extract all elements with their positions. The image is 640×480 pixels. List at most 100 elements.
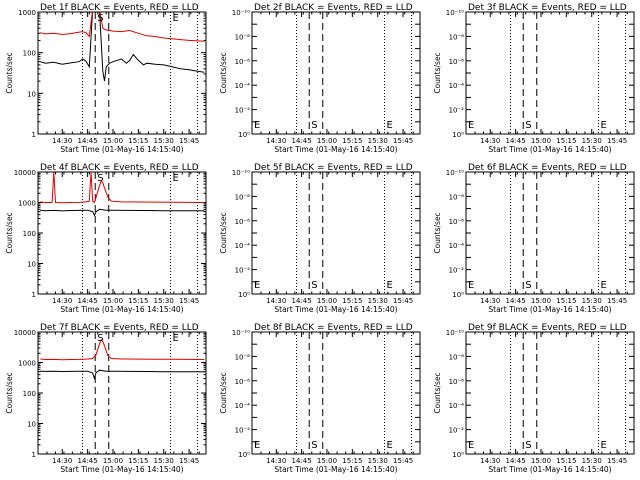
x-tick-label: 15:30 <box>154 457 174 465</box>
x-tick-label: 15:45 <box>393 297 413 305</box>
x-tick-label: 15:00 <box>103 297 123 305</box>
x-tick-label: 14:45 <box>78 297 98 305</box>
plot-frame <box>251 331 421 455</box>
x-tick-label: 14:45 <box>78 457 98 465</box>
x-tick-label: 14:45 <box>506 137 526 145</box>
start-marker-label: S <box>311 120 317 131</box>
y-tick-label: 10⁻⁸ <box>449 353 465 361</box>
y-tick-label: 1 <box>32 451 36 459</box>
x-tick-label: 15:45 <box>179 297 199 305</box>
plot-frame <box>465 171 635 295</box>
y-tick-label: 10⁻⁶ <box>235 58 251 66</box>
x-tick-label: 14:45 <box>292 457 312 465</box>
x-axis-label: Start Time (01-May-16 14:15:40) <box>488 145 611 154</box>
y-tick-label: 10⁰ <box>238 131 250 139</box>
end-marker-label: E <box>254 120 260 131</box>
x-tick-label: 14:45 <box>292 297 312 305</box>
y-tick-label: 10⁻² <box>449 107 465 115</box>
x-tick-label: 15:45 <box>393 457 413 465</box>
series-group <box>40 339 205 381</box>
x-tick-label: 15:15 <box>342 457 362 465</box>
y-tick-label: 10⁻⁸ <box>235 193 251 201</box>
start-marker-label: S <box>97 13 103 24</box>
panel-det-7f: Det 7f BLACK = Events, RED = LLD 1 10 100 10… <box>5 323 207 474</box>
x-tick-label: 15:15 <box>556 457 576 465</box>
x-tick-label: 14:45 <box>292 137 312 145</box>
x-tick-label: 15:00 <box>531 297 551 305</box>
x-axis-label: Start Time (01-May-16 14:15:40) <box>60 145 183 154</box>
series-group <box>40 172 205 217</box>
x-tick-label: 15:00 <box>103 457 123 465</box>
x-axis-label: Start Time (01-May-16 14:15:40) <box>60 305 183 314</box>
start-marker-label: S <box>525 280 531 291</box>
y-axis-label: Counts/sec <box>219 372 228 413</box>
x-tick-label: 14:45 <box>78 137 98 145</box>
lld-series-line <box>40 339 205 361</box>
panel-title: Det 9f BLACK = Events, RED = LLD <box>468 323 627 333</box>
x-axis-label: Start Time (01-May-16 14:15:40) <box>274 305 397 314</box>
x-tick-label: 15:30 <box>582 457 602 465</box>
panel-title: Det 2f BLACK = Events, RED = LLD <box>254 3 413 13</box>
plot-frame <box>465 11 635 135</box>
x-tick-label: 14:45 <box>506 457 526 465</box>
panel-det-2f: Det 2f BLACK = Events, RED = LLD 10⁻¹⁰ 10⁻… <box>219 3 421 154</box>
plot-frame <box>465 331 635 455</box>
start-marker-label: S <box>97 173 103 184</box>
x-tick-label: 14:30 <box>266 457 286 465</box>
end-marker-label: E <box>386 440 392 451</box>
end-marker-label: E <box>600 440 606 451</box>
y-tick-label: 1000 <box>18 360 36 368</box>
start-marker-label: S <box>311 440 317 451</box>
start-marker-label: S <box>311 280 317 291</box>
y-tick-label: 10⁻² <box>449 427 465 435</box>
x-axis-label: Start Time (01-May-16 14:15:40) <box>60 465 183 474</box>
y-tick-label: 10⁻⁸ <box>449 33 465 41</box>
y-tick-label: 10⁰ <box>452 131 464 139</box>
series-group <box>40 12 205 82</box>
y-tick-label: 10⁻⁴ <box>235 242 251 250</box>
y-tick-label: 10⁻¹⁰ <box>446 329 464 337</box>
y-axis-label: Counts/sec <box>433 52 442 93</box>
x-tick-label: 14:30 <box>266 137 286 145</box>
y-tick-label: 1 <box>32 131 36 139</box>
start-marker-label: S <box>97 333 103 344</box>
y-tick-label: 10⁰ <box>452 291 464 299</box>
y-axis-label: Counts/sec <box>5 212 14 253</box>
x-tick-label: 15:45 <box>179 457 199 465</box>
y-tick-label: 10⁻⁸ <box>449 193 465 201</box>
y-tick-label: 10⁻⁴ <box>235 402 251 410</box>
end-marker-label: E <box>386 280 392 291</box>
plot-frame <box>37 171 207 295</box>
y-tick-label: 10⁻¹⁰ <box>232 9 250 17</box>
y-tick-label: 1000 <box>18 9 36 17</box>
y-tick-label: 10⁰ <box>238 451 250 459</box>
y-tick-label: 10⁰ <box>238 291 250 299</box>
x-tick-label: 15:45 <box>607 137 627 145</box>
end-marker-label: E <box>172 13 178 24</box>
x-tick-label: 15:45 <box>179 137 199 145</box>
x-tick-label: 15:15 <box>342 297 362 305</box>
y-tick-label: 10⁻⁴ <box>235 82 251 90</box>
y-tick-label: 10⁻⁶ <box>235 378 251 386</box>
x-tick-label: 15:30 <box>582 137 602 145</box>
end-marker-label: E <box>254 440 260 451</box>
y-tick-label: 10⁻⁸ <box>235 353 251 361</box>
panel-det-9f: Det 9f BLACK = Events, RED = LLD 10⁻¹⁰ 10⁻… <box>433 323 635 474</box>
x-tick-label: 15:15 <box>556 297 576 305</box>
y-axis-label: Counts/sec <box>219 52 228 93</box>
lld-series-line <box>40 12 205 42</box>
panel-det-5f: Det 5f BLACK = Events, RED = LLD 10⁻¹⁰ 10⁻… <box>219 163 421 314</box>
plot-frame <box>37 331 207 455</box>
x-tick-label: 15:00 <box>317 457 337 465</box>
x-tick-label: 14:30 <box>480 137 500 145</box>
end-marker-label: E <box>386 120 392 131</box>
end-marker-label: E <box>600 280 606 291</box>
y-tick-label: 10⁻⁶ <box>449 218 465 226</box>
x-tick-label: 14:30 <box>52 297 72 305</box>
y-tick-label: 10⁻¹⁰ <box>446 9 464 17</box>
end-marker-label: E <box>468 280 474 291</box>
panel-title: Det 4f BLACK = Events, RED = LLD <box>40 163 199 173</box>
y-tick-label: 10⁻⁶ <box>235 218 251 226</box>
lld-series-line <box>40 172 205 204</box>
